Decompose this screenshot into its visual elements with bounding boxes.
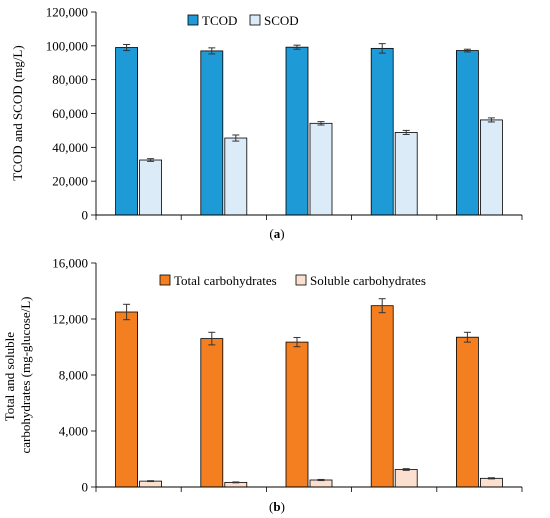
y-tick-label: 120,000 bbox=[46, 5, 88, 20]
chart-a-y-axis-label: TCOD and SCOD (mg/L) bbox=[10, 45, 25, 180]
chart-b-y-axis-label: Total and soluble carbohydrates (mg-gluc… bbox=[2, 296, 33, 453]
y-tick-label: 16,000 bbox=[52, 256, 88, 271]
chart-b-caption: (b) bbox=[269, 499, 285, 514]
chart-a: TCOD and SCOD (mg/L) 0 20,000 40,000 60,000… bbox=[10, 5, 523, 241]
error-bar bbox=[402, 468, 410, 471]
chart-a-error-bars bbox=[123, 43, 495, 162]
y-tick-label: 80,000 bbox=[52, 72, 88, 87]
bar-scod bbox=[139, 159, 163, 216]
y-tick-label: 20,000 bbox=[52, 174, 88, 189]
y-tick-label: 4,000 bbox=[59, 424, 88, 439]
y-tick-label: 60,000 bbox=[52, 106, 88, 121]
bar-scod bbox=[394, 132, 418, 216]
legend-label-scod: SCOD bbox=[264, 13, 299, 28]
y-tick-label: 12,000 bbox=[52, 312, 88, 327]
chart-a-bars bbox=[115, 46, 503, 216]
legend-swatch-tcod bbox=[187, 14, 199, 26]
legend-swatch-total-carbohydrates bbox=[159, 274, 171, 286]
y-tick-label: 0 bbox=[82, 208, 89, 223]
error-bar bbox=[293, 336, 301, 348]
error-bar bbox=[147, 480, 155, 483]
error-bar bbox=[317, 121, 325, 126]
bar-total-carbohydrates bbox=[285, 341, 309, 488]
bar-total-carbohydrates bbox=[455, 336, 479, 488]
y-tick-label: 40,000 bbox=[52, 140, 88, 155]
error-bar bbox=[402, 129, 410, 135]
legend-label-soluble-carbohydrates: Soluble carbohydrates bbox=[310, 273, 426, 288]
bar-scod bbox=[479, 119, 503, 216]
bar-scod bbox=[224, 137, 248, 216]
y-tick-label: 100,000 bbox=[46, 38, 88, 53]
legend-swatch-scod bbox=[249, 14, 261, 26]
error-bar bbox=[293, 44, 301, 50]
chart-a-axes bbox=[95, 12, 523, 220]
bar-scod bbox=[309, 122, 333, 216]
bar-tcod bbox=[115, 47, 138, 216]
chart-b-axes bbox=[95, 263, 523, 492]
chart-a-caption: (a) bbox=[269, 226, 284, 241]
legend-label-tcod: TCOD bbox=[202, 13, 237, 28]
chart-a-y-ticks: 0 20,000 40,000 60,000 80,000 100,000 120,000 bbox=[46, 5, 96, 223]
error-bar bbox=[232, 134, 240, 142]
error-bar bbox=[123, 43, 131, 52]
error-bar bbox=[147, 158, 155, 162]
error-bar bbox=[208, 331, 216, 346]
y-tick-label: 8,000 bbox=[59, 368, 88, 383]
chart-b-legend: Total carbohydrates Soluble carbohydrate… bbox=[159, 273, 426, 288]
error-bar bbox=[463, 48, 471, 53]
chart-b-bars bbox=[115, 305, 503, 488]
error-bar bbox=[123, 303, 131, 321]
bar-soluble-carbohydrates bbox=[394, 469, 418, 488]
error-bar bbox=[208, 47, 216, 55]
legend-label-total-carbohydrates: Total carbohydrates bbox=[174, 273, 277, 288]
error-bar bbox=[232, 481, 240, 484]
bar-total-carbohydrates bbox=[200, 338, 224, 488]
bar-total-carbohydrates bbox=[115, 311, 138, 488]
chart-b: Total and soluble carbohydrates (mg-gluc… bbox=[2, 256, 523, 514]
error-bar bbox=[487, 117, 495, 123]
bar-soluble-carbohydrates bbox=[479, 477, 503, 488]
error-bar bbox=[487, 477, 495, 480]
error-bar bbox=[463, 331, 471, 343]
error-bar bbox=[317, 478, 325, 482]
error-bar bbox=[378, 43, 386, 54]
bar-total-carbohydrates bbox=[370, 305, 394, 488]
error-bar bbox=[378, 298, 386, 314]
legend-swatch-soluble-carbohydrates bbox=[295, 274, 307, 286]
chart-b-error-bars bbox=[123, 298, 495, 484]
chart-a-legend: TCOD SCOD bbox=[187, 13, 299, 28]
bar-tcod bbox=[200, 50, 224, 216]
chart-b-y-ticks: 0 4,000 8,000 12,000 16,000 bbox=[52, 256, 96, 495]
bar-tcod bbox=[455, 50, 479, 216]
y-tick-label: 0 bbox=[82, 480, 89, 495]
bar-tcod bbox=[370, 47, 394, 216]
bar-tcod bbox=[285, 46, 309, 216]
